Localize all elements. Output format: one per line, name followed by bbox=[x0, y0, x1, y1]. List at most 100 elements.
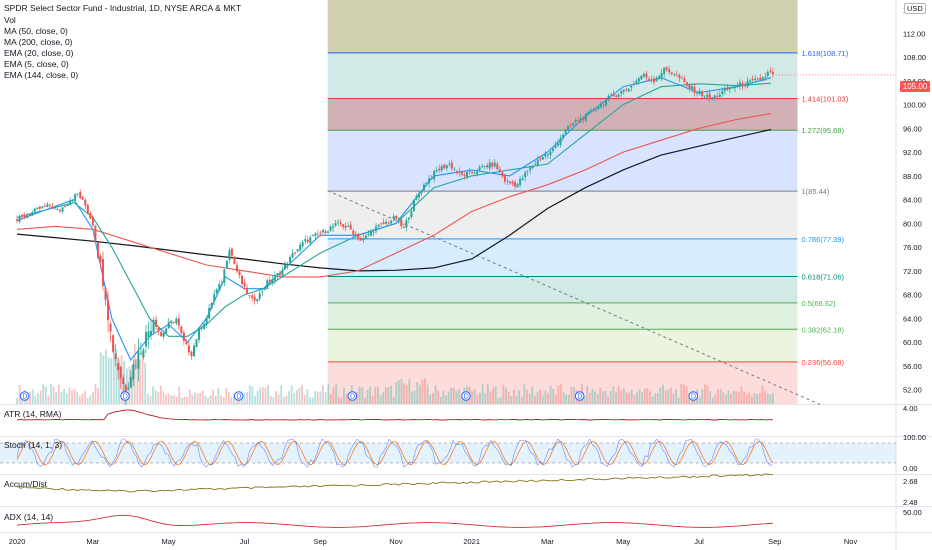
indicator-ema144[interactable]: EMA (144, close, 0) bbox=[4, 70, 79, 80]
volume-bar bbox=[421, 379, 424, 404]
candle-body bbox=[476, 171, 479, 174]
time-tick-label: May bbox=[616, 537, 630, 546]
candle-body bbox=[326, 231, 329, 233]
volume-bar bbox=[510, 396, 513, 404]
indicator-ema5[interactable]: EMA (5, close, 0) bbox=[4, 59, 69, 69]
candle-body bbox=[225, 260, 228, 269]
volume-bar bbox=[562, 392, 565, 404]
dividend-marker bbox=[574, 391, 585, 401]
dividend-marker bbox=[19, 391, 30, 401]
volume-bar bbox=[431, 393, 434, 404]
volume-bar bbox=[384, 387, 387, 404]
volume-bar bbox=[458, 388, 460, 404]
stoch-tick: 0.00 bbox=[903, 464, 918, 473]
dividend-marker bbox=[120, 391, 130, 401]
volume-bar bbox=[395, 381, 398, 404]
volume-bar bbox=[424, 378, 426, 404]
volume-bar bbox=[118, 359, 120, 404]
candle-body bbox=[213, 294, 216, 302]
volume-bar bbox=[520, 396, 523, 404]
volume-bar bbox=[94, 384, 97, 404]
volume-bar bbox=[254, 396, 256, 404]
candle-body bbox=[160, 331, 163, 337]
indicator-vol[interactable]: Vol bbox=[4, 15, 16, 25]
fib-zone bbox=[327, 238, 798, 277]
time-tick-label: Mar bbox=[541, 537, 554, 546]
volume-bar bbox=[261, 387, 264, 404]
volume-bar bbox=[251, 386, 254, 404]
candle-body bbox=[372, 231, 375, 233]
volume-bar bbox=[149, 396, 152, 404]
volume-bar bbox=[159, 385, 162, 404]
candle-body bbox=[261, 291, 264, 293]
atr-label[interactable]: ATR (14, RMA) bbox=[4, 409, 62, 419]
price-tick-label: 96.00 bbox=[903, 124, 922, 133]
volume-bar bbox=[133, 344, 136, 404]
candle-body bbox=[296, 249, 299, 252]
candle-body bbox=[364, 235, 367, 239]
candle-body bbox=[744, 85, 747, 87]
fib-zone bbox=[327, 0, 798, 53]
dividend-marker bbox=[461, 391, 471, 401]
volume-bar bbox=[609, 391, 612, 404]
volume-bar bbox=[426, 384, 429, 404]
candle-body bbox=[76, 193, 79, 195]
volume-bar bbox=[361, 387, 364, 404]
candle-body bbox=[152, 319, 155, 333]
candle-body bbox=[544, 154, 547, 157]
volume-bar bbox=[771, 392, 774, 404]
indicator-ma200[interactable]: MA (200, close, 0) bbox=[4, 37, 73, 47]
candle-body bbox=[46, 204, 49, 207]
volume-bar bbox=[513, 389, 515, 404]
dividend-marker-label: D bbox=[123, 394, 128, 401]
volume-bar bbox=[131, 365, 134, 404]
time-tick-label: Nov bbox=[389, 537, 403, 546]
volume-bar bbox=[599, 387, 602, 404]
indicator-ema20[interactable]: EMA (20, close, 0) bbox=[4, 48, 74, 58]
candle-body bbox=[210, 302, 213, 309]
stoch-label[interactable]: Stoch (14, 1, 3) bbox=[4, 440, 63, 450]
candle-body bbox=[551, 148, 554, 151]
volume-bar bbox=[703, 384, 706, 404]
volume-bar bbox=[473, 389, 476, 404]
volume-bar bbox=[29, 391, 32, 404]
volume-bar bbox=[638, 389, 641, 404]
indicator-ma50[interactable]: MA (50, close, 0) bbox=[4, 26, 68, 36]
price-tick-label: 76.00 bbox=[903, 243, 922, 252]
adx-label[interactable]: ADX (14, 14) bbox=[4, 512, 54, 522]
candle-body bbox=[79, 191, 82, 199]
volume-bar bbox=[170, 395, 173, 404]
candle-body bbox=[337, 221, 340, 223]
candle-body bbox=[562, 134, 565, 139]
volume-bar bbox=[588, 392, 591, 404]
volume-bar bbox=[649, 391, 651, 404]
candle-body bbox=[579, 118, 582, 122]
candle-body bbox=[716, 96, 719, 97]
volume-bar bbox=[442, 390, 445, 404]
candle-body bbox=[104, 288, 107, 301]
candle-body bbox=[86, 204, 89, 214]
fib-level-label: 1.414(101.03) bbox=[801, 94, 848, 103]
candle-body bbox=[471, 171, 474, 174]
candle-body bbox=[751, 78, 754, 80]
volume-bar bbox=[617, 386, 620, 404]
volume-bar bbox=[309, 397, 311, 404]
price-tick-label: 88.00 bbox=[903, 172, 922, 181]
candle-body bbox=[382, 222, 385, 224]
candle-body bbox=[291, 252, 294, 258]
candle-body bbox=[114, 353, 117, 360]
volume-bar bbox=[748, 392, 751, 404]
volume-bar bbox=[518, 390, 521, 404]
volume-bar bbox=[557, 385, 560, 404]
currency-label[interactable]: USD bbox=[904, 3, 926, 14]
candle-body bbox=[665, 67, 668, 70]
candle-body bbox=[96, 242, 99, 258]
candle-body bbox=[390, 220, 393, 224]
accum-label[interactable]: Accum/Dist bbox=[4, 479, 47, 489]
volume-bar bbox=[766, 393, 769, 404]
volume-bar bbox=[144, 363, 147, 404]
volume-bar bbox=[115, 349, 118, 404]
candle-body bbox=[501, 172, 504, 177]
candle-body bbox=[572, 122, 575, 126]
